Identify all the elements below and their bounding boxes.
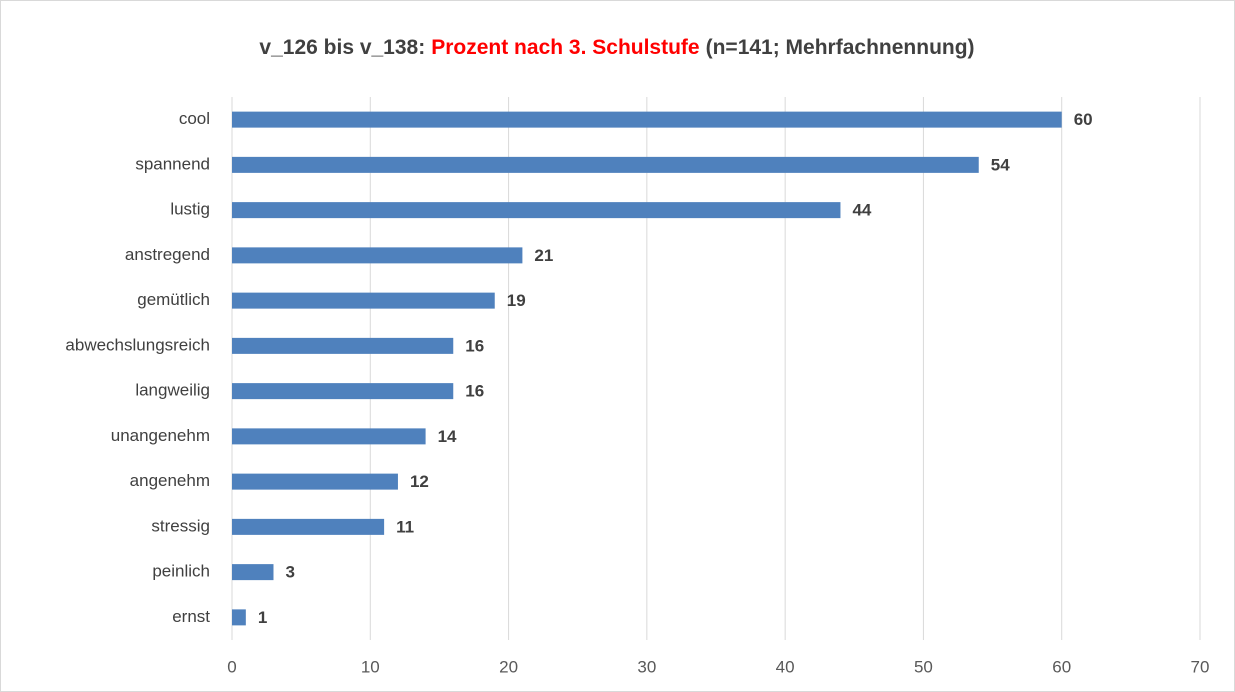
bar bbox=[232, 609, 246, 626]
category-label: spannend bbox=[135, 154, 210, 173]
bar bbox=[232, 156, 979, 173]
value-label: 16 bbox=[465, 382, 484, 401]
title-part: (n=141; Mehrfachnennung) bbox=[706, 36, 975, 59]
value-label: 60 bbox=[1074, 110, 1093, 129]
category-label: anstregend bbox=[125, 245, 210, 264]
category-label: abwechslungsreich bbox=[65, 335, 210, 354]
x-tick-label: 60 bbox=[1052, 657, 1071, 676]
bar bbox=[232, 292, 495, 309]
x-tick-label: 70 bbox=[1191, 657, 1210, 676]
value-label: 19 bbox=[507, 291, 526, 310]
value-label: 3 bbox=[285, 563, 294, 582]
category-label: cool bbox=[179, 109, 210, 128]
value-label: 14 bbox=[438, 427, 457, 446]
title-part: v_126 bis v_138: bbox=[259, 36, 425, 59]
category-label: ernst bbox=[172, 607, 210, 626]
value-label: 21 bbox=[534, 246, 553, 265]
category-label: gemütlich bbox=[137, 290, 210, 309]
x-tick-label: 10 bbox=[361, 657, 380, 676]
x-tick-label: 0 bbox=[227, 657, 236, 676]
value-label: 54 bbox=[991, 155, 1010, 174]
category-label: stressig bbox=[151, 516, 210, 535]
x-tick-label: 50 bbox=[914, 657, 933, 676]
bar bbox=[232, 111, 1062, 128]
category-label: peinlich bbox=[152, 562, 210, 581]
x-tick-label: 30 bbox=[637, 657, 656, 676]
value-label: 1 bbox=[258, 608, 267, 627]
bar bbox=[232, 383, 454, 400]
chart-title: v_126 bis v_138: Prozent nach 3. Schulstu… bbox=[259, 36, 974, 59]
category-label: unangenehm bbox=[111, 426, 210, 445]
category-label: angenehm bbox=[130, 471, 210, 490]
bar bbox=[232, 473, 398, 490]
x-tick-label: 40 bbox=[776, 657, 795, 676]
bar bbox=[232, 337, 454, 354]
category-label: lustig bbox=[170, 200, 210, 219]
title-part: Prozent nach 3. Schulstufe bbox=[431, 36, 699, 59]
bar bbox=[232, 564, 274, 581]
bar bbox=[232, 518, 385, 535]
value-label: 11 bbox=[396, 517, 414, 536]
x-tick-label: 20 bbox=[499, 657, 518, 676]
bar bbox=[232, 202, 841, 219]
value-label: 16 bbox=[465, 336, 484, 355]
value-label: 12 bbox=[410, 472, 429, 491]
bar bbox=[232, 428, 426, 445]
bar bbox=[232, 247, 523, 264]
category-label: langweilig bbox=[135, 381, 210, 400]
value-label: 44 bbox=[852, 201, 871, 220]
